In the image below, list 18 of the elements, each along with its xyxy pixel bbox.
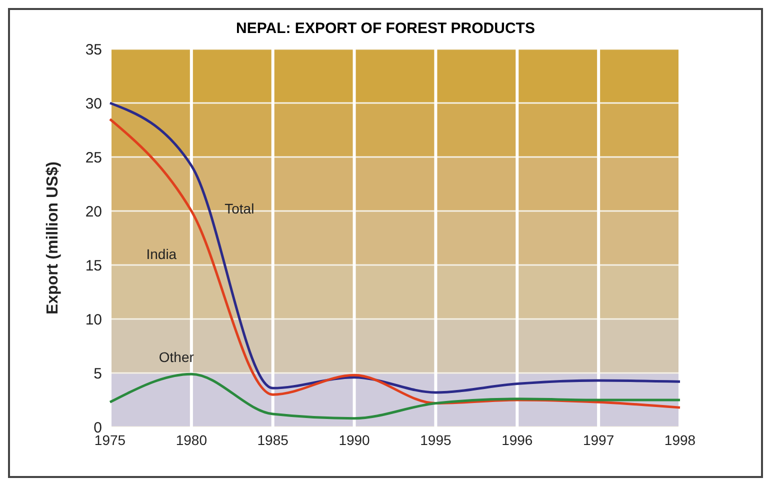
x-tick-label: 1985 <box>257 432 289 448</box>
x-tick-label: 1996 <box>502 432 533 448</box>
text: India <box>146 246 177 262</box>
series-label: Other <box>158 349 194 366</box>
y-tick-label: 30 <box>85 95 102 112</box>
y-tick-label: 35 <box>85 41 102 58</box>
x-tick-label: 1995 <box>420 432 452 448</box>
y-tick-label: 15 <box>85 257 102 274</box>
y-tick-label: 5 <box>94 365 102 382</box>
x-tick-label: 1998 <box>664 432 696 448</box>
x-tick-label: 1980 <box>176 432 208 448</box>
y-tick-label: 10 <box>85 311 102 328</box>
chart-title: NEPAL: EXPORT OF FOREST PRODUCTS <box>235 20 536 37</box>
y-axis-title: Export (million US$) <box>44 162 62 314</box>
x-tick-label: 1990 <box>338 432 370 448</box>
y-tick-label: 25 <box>85 149 102 166</box>
y-tick-label: 20 <box>85 203 102 220</box>
x-tick-label: 1997 <box>582 432 614 448</box>
